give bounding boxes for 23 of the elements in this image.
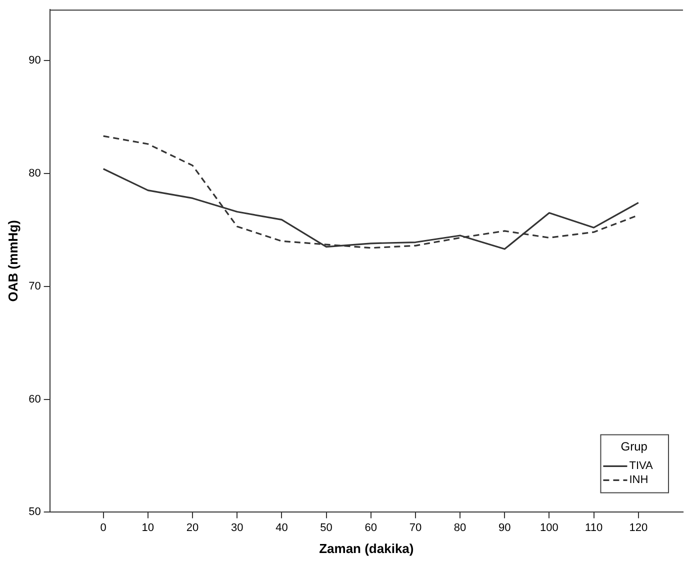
x-tick-label: 70	[409, 522, 422, 534]
x-tick-label: 20	[186, 522, 199, 534]
y-tick-label: 70	[28, 280, 41, 292]
x-tick-label: 10	[142, 522, 154, 534]
x-tick-label: 90	[498, 522, 511, 534]
legend-label: TIVA	[629, 460, 654, 472]
y-tick-label: 80	[28, 167, 41, 180]
x-tick-label: 120	[629, 522, 648, 534]
x-tick-label: 80	[454, 522, 466, 534]
x-axis-title: Zaman (dakika)	[319, 540, 414, 556]
x-tick-label: 0	[100, 522, 106, 534]
y-axis-title: OAB (mmHg)	[5, 220, 20, 302]
x-tick-label: 60	[364, 522, 377, 534]
x-tick-label: 40	[276, 522, 288, 534]
x-tick-label: 50	[320, 522, 332, 534]
y-tick-label: 50	[28, 506, 41, 518]
legend-label: INH	[629, 474, 648, 486]
x-tick-label: 110	[585, 522, 603, 534]
legend-title: Grup	[620, 440, 648, 454]
x-tick-label: 100	[540, 522, 558, 534]
y-tick-label: 90	[28, 54, 41, 66]
y-tick-label: 60	[28, 393, 41, 406]
x-tick-label: 30	[230, 522, 244, 534]
